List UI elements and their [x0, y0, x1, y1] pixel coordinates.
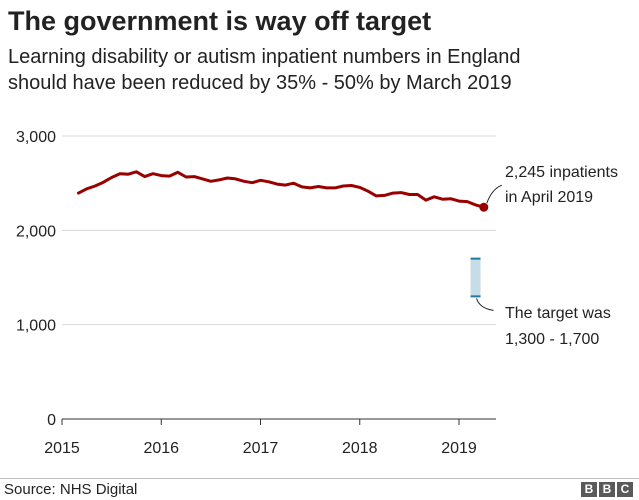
x-tick-label: 2016 — [143, 440, 179, 457]
source-note: Source: NHS Digital — [4, 481, 138, 498]
x-tick-label: 2017 — [243, 440, 279, 457]
footer-divider — [0, 478, 639, 479]
latest-value-marker — [479, 202, 489, 212]
y-tick-label: 0 — [47, 412, 56, 429]
x-tick-label: 2019 — [441, 440, 477, 457]
x-tick-label: 2015 — [44, 440, 80, 457]
latest-annotation-leader — [486, 184, 503, 204]
y-tick-label: 1,000 — [16, 318, 56, 335]
bbc-logo-block: B — [599, 482, 615, 497]
chart-subtitle-line-1: Learning disability or autism inpatient … — [8, 46, 521, 68]
bbc-logo-block: B — [581, 482, 597, 497]
target-annotation-text: 1,300 - 1,700 — [505, 331, 599, 348]
chart-subtitle: Learning disability or autism inpatient … — [8, 44, 521, 96]
chart-title: The government is way off target — [8, 6, 432, 36]
latest-annotation-text: in April 2019 — [505, 189, 593, 206]
line-chart: 0 1,000 2,000 3,000 2015 2016 2017 2018 2019 2,24… — [16, 129, 618, 457]
bbc-logo: B B C — [581, 482, 633, 497]
bbc-logo-block: C — [617, 482, 633, 497]
x-tick-label: 2018 — [342, 440, 378, 457]
target-annotation-text: The target was — [505, 305, 611, 322]
latest-annotation-text: 2,245 inpatients — [505, 164, 618, 181]
target-annotation-leader — [476, 298, 494, 311]
chart-subtitle-line-2: should have been reduced by 35% - 50% by… — [8, 72, 512, 94]
y-tick-label: 3,000 — [16, 129, 56, 146]
inpatients-line — [77, 170, 486, 209]
y-tick-label: 2,000 — [16, 223, 56, 240]
target-range-bar — [470, 258, 481, 297]
